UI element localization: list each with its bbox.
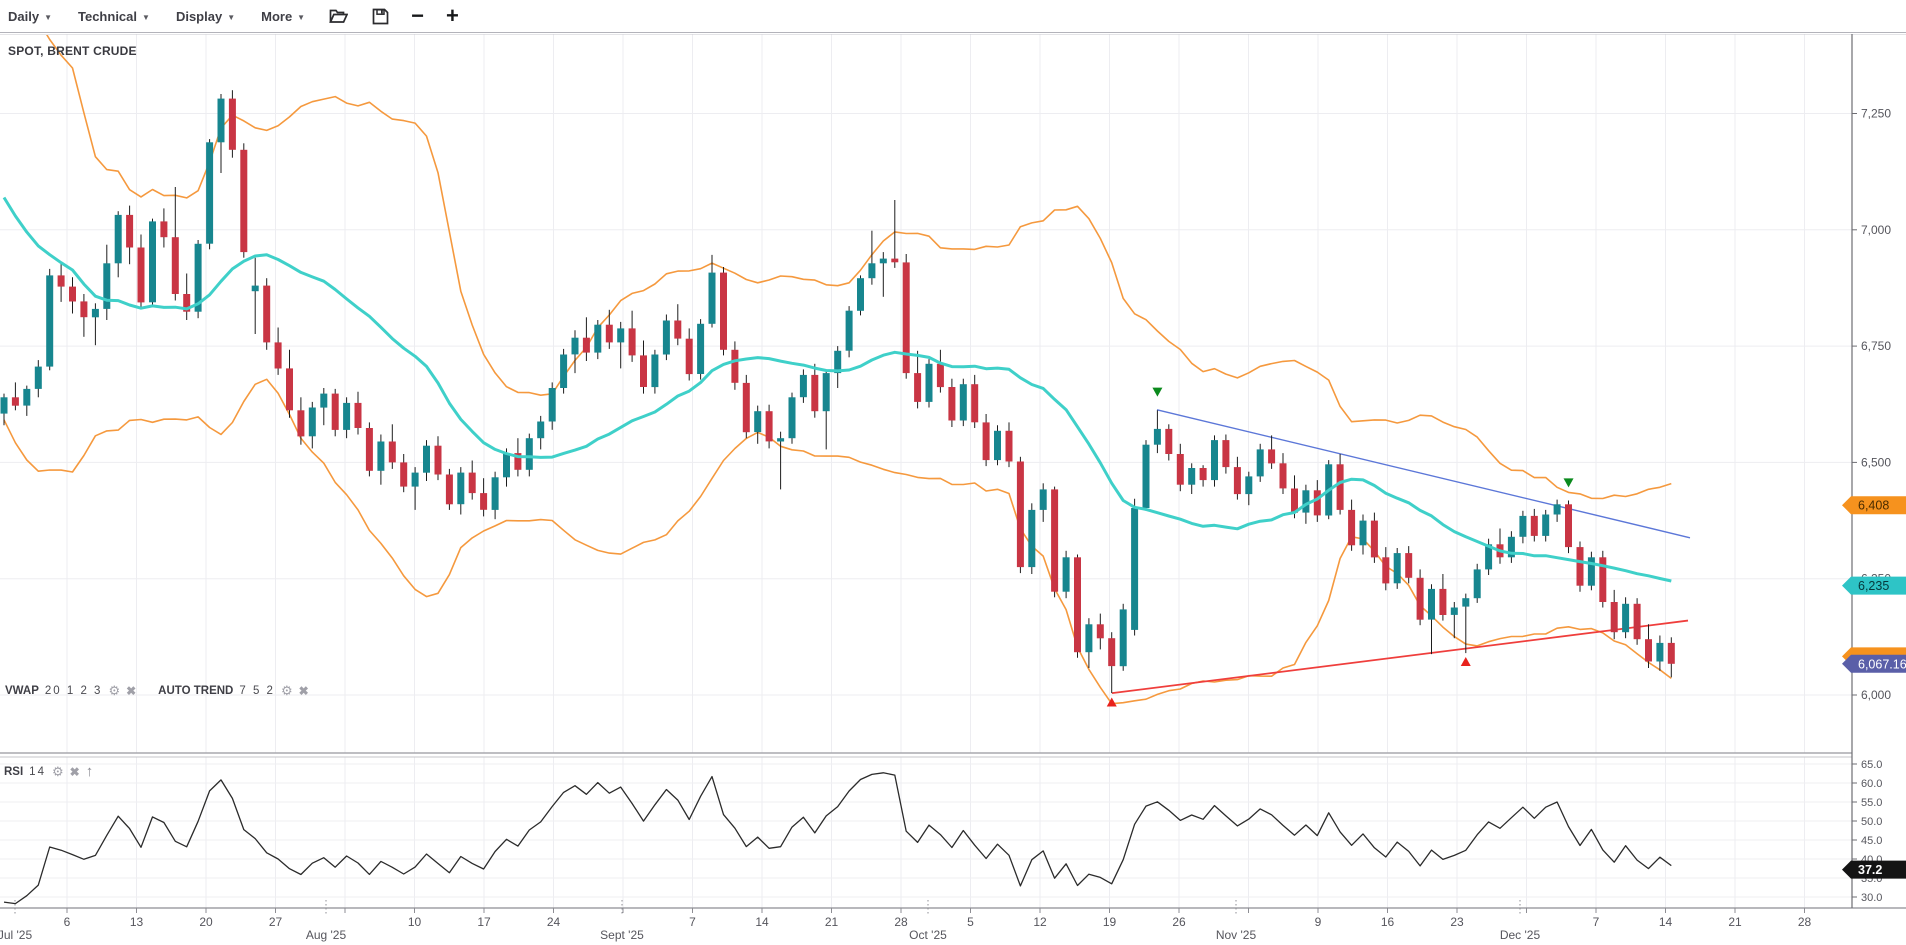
svg-text:37.2: 37.2 (1858, 863, 1882, 877)
svg-text:10: 10 (408, 915, 422, 929)
open-folder-icon[interactable] (329, 8, 349, 24)
svg-text:Dec '25: Dec '25 (1500, 928, 1541, 942)
svg-text:6,408: 6,408 (1858, 499, 1889, 513)
auto-trend-params: 7 5 2 (239, 685, 275, 697)
svg-text:14: 14 (1659, 915, 1673, 929)
svg-text:Jul '25: Jul '25 (0, 928, 32, 942)
chart-svg[interactable]: 7,2507,0006,7506,5006,2506,00065.060.055… (0, 33, 1906, 945)
svg-text:65.0: 65.0 (1861, 759, 1882, 771)
gear-icon[interactable]: ⚙ (108, 683, 121, 698)
vwap-price-tag: 6,235 (1842, 576, 1906, 595)
svg-text:28: 28 (1798, 915, 1812, 929)
timeframe-menu-label: Daily (8, 8, 40, 24)
candlestick-series (0, 90, 1675, 694)
technical-menu-label: Technical (78, 8, 138, 24)
svg-text:6,067.16: 6,067.16 (1858, 657, 1906, 671)
close-icon[interactable]: ✖ (298, 684, 309, 698)
svg-text:7: 7 (689, 915, 696, 929)
svg-text:7: 7 (1593, 915, 1600, 929)
chevron-down-icon: ▼ (297, 12, 306, 22)
svg-text:6,000: 6,000 (1861, 688, 1891, 702)
rsi-params: 14 (29, 765, 46, 778)
auto-trend-label: AUTO TREND (158, 685, 234, 697)
rsi-indicator-legend: RSI 14 ⚙ ✖ ↑ (4, 763, 93, 780)
technical-menu[interactable]: Technical ▼ (78, 9, 150, 24)
svg-text:14: 14 (755, 915, 769, 929)
display-menu-label: Display (175, 8, 223, 24)
svg-text:7,000: 7,000 (1861, 223, 1891, 237)
svg-text:7,250: 7,250 (1861, 107, 1891, 121)
display-menu[interactable]: Display ▼ (176, 9, 235, 24)
more-menu-label: More (261, 8, 293, 24)
svg-text:6: 6 (64, 915, 71, 929)
rsi-axis: 65.060.055.050.045.040.035.030.0 (1852, 759, 1882, 904)
svg-text:20: 20 (199, 915, 213, 929)
chart-area[interactable]: 7,2507,0006,7506,5006,2506,00065.060.055… (0, 33, 1906, 945)
chevron-down-icon: ▼ (142, 12, 150, 22)
rsi-value-tag: 37.2 (1842, 860, 1906, 879)
chevron-down-icon: ▼ (227, 12, 236, 22)
svg-text:19: 19 (1103, 915, 1117, 929)
chart-toolbar: Daily ▼ Technical ▼ Display ▼ More ▼ − + (0, 0, 1906, 33)
svg-text:5: 5 (967, 915, 974, 929)
svg-text:6,500: 6,500 (1861, 455, 1891, 469)
svg-text:9: 9 (1315, 915, 1322, 929)
svg-text:12: 12 (1033, 915, 1047, 929)
trend-markers (1106, 387, 1574, 707)
svg-text:50.0: 50.0 (1861, 816, 1882, 828)
rsi-line (3, 772, 1672, 905)
svg-text:Aug '25: Aug '25 (306, 928, 347, 942)
svg-text:6,750: 6,750 (1861, 339, 1891, 353)
move-pane-up-icon[interactable]: ↑ (85, 763, 94, 780)
svg-text:Sept '25: Sept '25 (600, 928, 644, 942)
svg-text:Nov '25: Nov '25 (1216, 928, 1257, 942)
vwap-label: VWAP (5, 685, 39, 697)
gear-icon[interactable]: ⚙ (51, 763, 64, 779)
svg-text:27: 27 (269, 915, 283, 929)
chart-canvas[interactable]: 7,2507,0006,7506,5006,2506,00065.060.055… (0, 33, 1906, 945)
vwap-line (2, 196, 1672, 583)
date-axis: 6 13 20 27 10 17 24 7 14 21 28 5 12 19 26 9 16 23 7 14 21 28 J… (0, 900, 1811, 942)
close-icon[interactable]: ✖ (126, 684, 137, 698)
more-menu[interactable]: More ▼ (261, 9, 305, 24)
gear-icon[interactable]: ⚙ (280, 683, 293, 698)
close-icon[interactable]: ✖ (69, 764, 80, 779)
svg-text:28: 28 (894, 915, 908, 929)
vwap-params: 20 1 2 3 (44, 685, 103, 697)
auto-trend-lines (1111, 409, 1691, 695)
svg-text:30.0: 30.0 (1861, 892, 1882, 904)
svg-text:26: 26 (1172, 915, 1186, 929)
svg-text:17: 17 (477, 915, 491, 929)
svg-text:Oct '25: Oct '25 (909, 928, 947, 942)
svg-text:6,235: 6,235 (1858, 579, 1889, 593)
svg-text:16: 16 (1381, 915, 1395, 929)
svg-text:23: 23 (1450, 915, 1464, 929)
timeframe-menu[interactable]: Daily ▼ (8, 9, 52, 24)
save-icon[interactable] (372, 8, 389, 25)
svg-text:55.0: 55.0 (1861, 797, 1882, 809)
svg-text:24: 24 (547, 915, 561, 929)
chevron-down-icon: ▼ (44, 12, 52, 22)
upper-band-price-tag: 6,408 (1842, 496, 1906, 515)
bollinger-bands (3, 35, 1672, 705)
svg-text:60.0: 60.0 (1861, 778, 1882, 790)
svg-text:45.0: 45.0 (1861, 835, 1882, 847)
rsi-label: RSI (4, 765, 24, 778)
symbol-title: SPOT, BRENT CRUDE (8, 44, 137, 58)
last-price-tag: 6,067.16 (1842, 654, 1906, 673)
svg-text:21: 21 (1728, 915, 1742, 929)
zoom-in-button[interactable]: + (445, 3, 459, 28)
zoom-out-button[interactable]: − (411, 3, 424, 28)
svg-text:21: 21 (825, 915, 839, 929)
overlay-indicator-legend: VWAP 20 1 2 3 ⚙ ✖ AUTO TREND 7 5 2 ⚙ ✖ (5, 683, 309, 698)
svg-text:13: 13 (130, 915, 144, 929)
